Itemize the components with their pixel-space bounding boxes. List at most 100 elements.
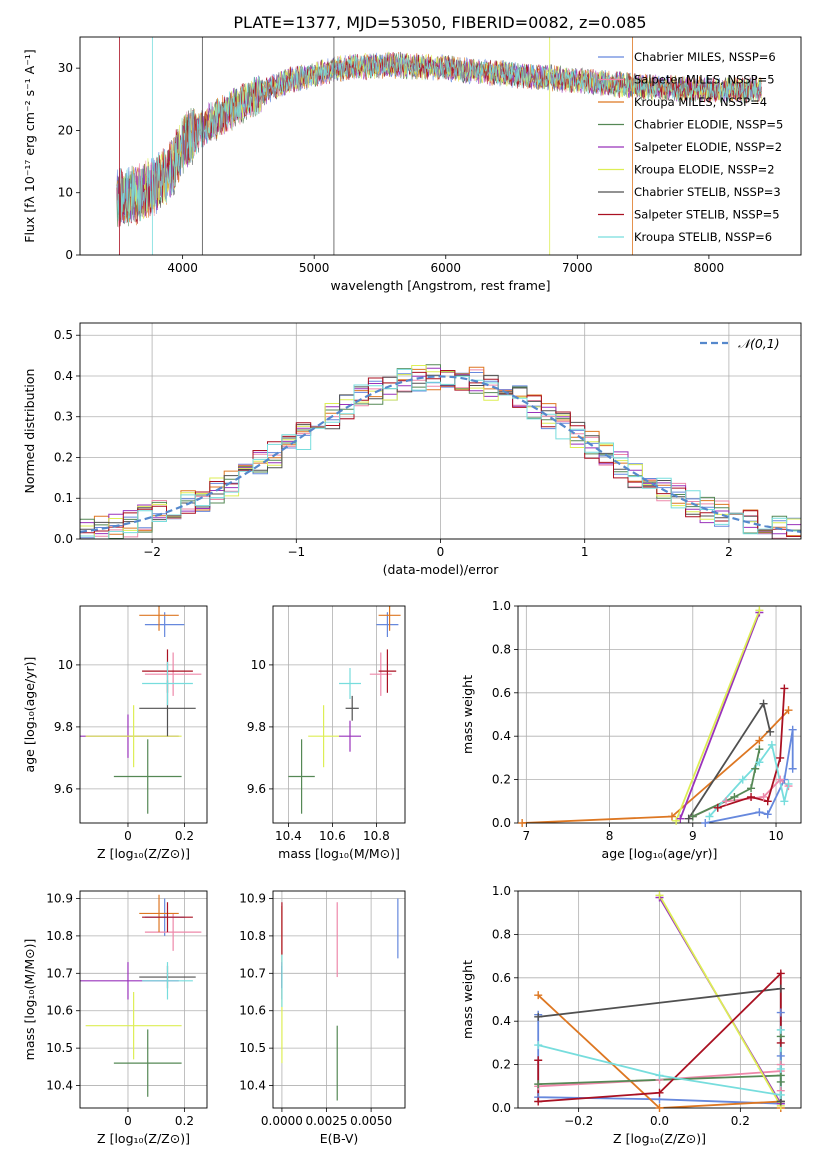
legend-label: Salpeter STELIB, NSSP=5 xyxy=(634,208,780,222)
weight-marker xyxy=(788,764,797,773)
weight-marker xyxy=(722,797,731,806)
y-tick-label: 0.6 xyxy=(492,971,511,985)
legend-label: Chabrier STELIB, NSSP=3 xyxy=(634,185,781,199)
y-axis-label: Normed distribution xyxy=(22,369,37,494)
x-tick-label: 6000 xyxy=(430,261,461,275)
y-tick-label: 0.2 xyxy=(492,1058,511,1072)
y-tick-label: 10.7 xyxy=(46,966,73,980)
weight-marker xyxy=(755,808,764,817)
axes-frame xyxy=(79,890,208,1109)
y-tick-label: 10 xyxy=(58,658,73,672)
x-axis-label: Z [log₁₀(Z/Z⊙)] xyxy=(97,846,190,861)
legend-label: Salpeter ELODIE, NSSP=2 xyxy=(634,140,782,154)
x-tick-label: 10.4 xyxy=(275,829,302,843)
spectrum-line xyxy=(116,53,762,224)
y-tick-label: 10.6 xyxy=(239,1004,266,1018)
x-tick-label: −0.2 xyxy=(564,1114,593,1128)
y-tick-label: 1.0 xyxy=(492,884,511,898)
panel-age-weight: 7 8 9 10 0.0 0.2 0.4 0.6 0.8 1.0 age [log₁₀(age/yr… xyxy=(460,599,802,861)
weight-line xyxy=(708,742,790,818)
weight-marker xyxy=(759,699,768,708)
x-tick-label: 10.8 xyxy=(363,829,390,843)
y-tick-label: 0.6 xyxy=(492,686,511,700)
weight-marker xyxy=(738,775,747,784)
figure-title: PLATE=1377, MJD=53050, FIBERID=0082, z=0… xyxy=(233,13,646,32)
x-tick-label: 0.0025 xyxy=(306,1114,348,1128)
x-tick-label: −2 xyxy=(143,545,161,559)
plot-area xyxy=(80,364,801,539)
y-tick-label: 0.1 xyxy=(54,491,73,505)
axes-frame xyxy=(517,605,802,824)
weight-marker xyxy=(655,1088,664,1097)
x-tick-label: 0 xyxy=(124,829,132,843)
x-tick-label: 0.0000 xyxy=(261,1114,303,1128)
panel-z-mass: 0 0.2 10.4 10.5 10.6 10.7 10.8 10.9 Z [log₁₀(Z/Z… xyxy=(22,890,208,1146)
weight-marker xyxy=(534,1041,543,1050)
y-tick-label: 10.8 xyxy=(46,929,73,943)
weight-marker xyxy=(655,891,664,900)
weight-marker xyxy=(755,745,764,754)
x-tick-label: −1 xyxy=(287,545,305,559)
y-tick-label: 10.9 xyxy=(239,891,266,905)
y-tick-label: 10.6 xyxy=(46,1004,73,1018)
weight-marker xyxy=(776,1090,785,1099)
weight-marker xyxy=(534,1012,543,1021)
x-axis-label: wavelength [Angstrom, rest frame] xyxy=(330,278,550,293)
y-axis-label: mass [log₁₀(M/M⊙)] xyxy=(22,939,37,1061)
weight-marker xyxy=(780,684,789,693)
weight-marker xyxy=(776,1025,785,1034)
weight-line xyxy=(705,729,794,823)
y-tick-label: 30 xyxy=(58,61,73,75)
x-tick-label: 0 xyxy=(437,545,445,559)
y-tick-label: 0.0 xyxy=(492,1101,511,1115)
weight-marker xyxy=(763,810,772,819)
x-tick-label: 0.0050 xyxy=(350,1114,392,1128)
spectrum-legend: Chabrier MILES, NSSP=6 Salpeter MILES, NS… xyxy=(598,50,783,244)
y-tick-label: 0.2 xyxy=(54,450,73,464)
plot-area xyxy=(80,606,202,814)
axes-frame xyxy=(79,36,802,256)
y-tick-label: 9.8 xyxy=(54,720,73,734)
grid-lines xyxy=(80,606,207,823)
weight-marker xyxy=(776,1008,785,1017)
x-tick-label: 8 xyxy=(606,829,614,843)
x-tick-label: 0.2 xyxy=(731,1114,750,1128)
x-tick-label: 1 xyxy=(581,545,589,559)
x-axis-label: age [log₁₀(age/yr)] xyxy=(602,846,718,861)
weight-marker xyxy=(755,736,764,745)
y-tick-label: 9.6 xyxy=(54,782,73,796)
weight-marker xyxy=(705,812,714,821)
y-axis-label: mass weight xyxy=(460,960,475,1039)
y-tick-label: 0.4 xyxy=(492,729,511,743)
y-tick-label: 0.8 xyxy=(492,927,511,941)
residual-histogram xyxy=(80,374,801,539)
x-tick-label: 10.6 xyxy=(319,829,346,843)
panel-mass-age: 10.4 10.6 10.8 9.6 9.8 10 mass [log₁₀(M/M⊙)] xyxy=(247,605,406,861)
legend-label: Kroupa MILES, NSSP=4 xyxy=(634,95,767,109)
weight-marker xyxy=(776,1038,785,1047)
x-axis-label: Z [log₁₀(Z/Z⊙)] xyxy=(613,1131,706,1146)
weight-marker xyxy=(672,816,681,825)
weight-marker xyxy=(534,1080,543,1089)
x-tick-label: 2 xyxy=(725,545,733,559)
x-tick-label: 0.2 xyxy=(175,1114,194,1128)
weight-marker xyxy=(730,792,739,801)
axes-frame xyxy=(272,890,406,1109)
panel-ebv-mass: 0.0000 0.0025 0.0050 10.4 10.5 10.6 10.7 10.8 10… xyxy=(239,890,406,1146)
axes-frame xyxy=(79,322,802,540)
weight-marker xyxy=(766,727,775,736)
x-axis-label: E(B-V) xyxy=(320,1131,359,1146)
y-tick-label: 0.4 xyxy=(492,1014,511,1028)
legend-label: Kroupa ELODIE, NSSP=2 xyxy=(634,163,775,177)
y-tick-label: 0.0 xyxy=(54,532,73,546)
plot-area xyxy=(116,37,762,255)
y-tick-label: 0.4 xyxy=(54,369,73,383)
weight-marker xyxy=(784,706,793,715)
weight-marker xyxy=(776,753,785,762)
weight-marker xyxy=(759,792,768,801)
weight-marker xyxy=(784,779,793,788)
weight-marker xyxy=(776,775,785,784)
weight-marker xyxy=(747,784,756,793)
x-axis-label: mass [log₁₀(M/M⊙)] xyxy=(278,846,400,861)
